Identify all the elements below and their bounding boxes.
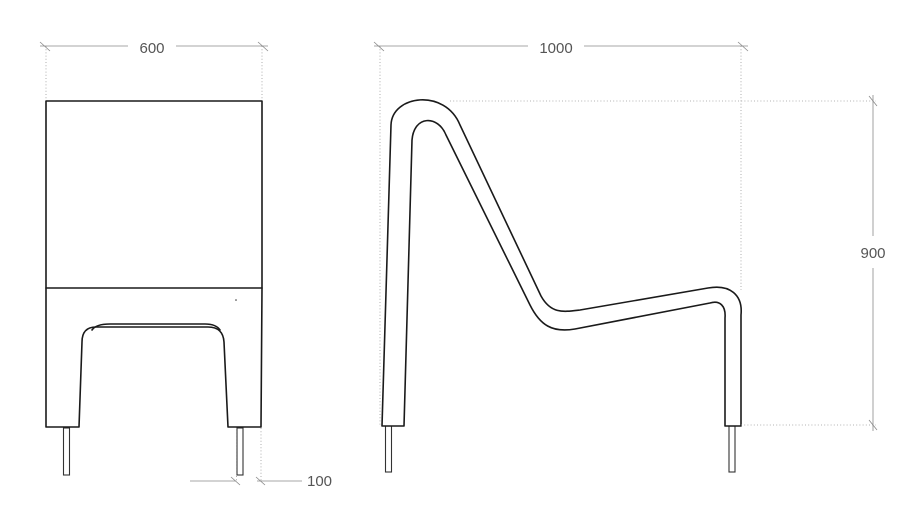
side-view: 1000 900 bbox=[373, 40, 886, 473]
front-view: 600 100 bbox=[39, 40, 332, 490]
front-width-label: 600 bbox=[139, 40, 164, 57]
side-profile-outline bbox=[381, 99, 742, 427]
front-right-peg bbox=[236, 427, 244, 476]
side-back-peg bbox=[728, 425, 736, 473]
side-depth-label: 1000 bbox=[539, 40, 572, 57]
height-label: 900 bbox=[860, 245, 885, 262]
front-body-outline bbox=[45, 100, 263, 428]
front-arch-inner bbox=[91, 323, 221, 331]
leg-width-label: 100 bbox=[307, 473, 332, 490]
front-left-peg bbox=[62, 427, 71, 476]
side-front-peg bbox=[384, 425, 393, 473]
